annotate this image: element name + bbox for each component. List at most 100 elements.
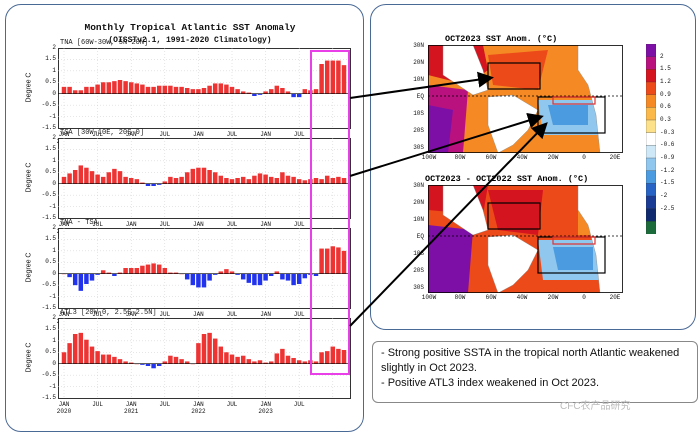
bar [89, 86, 95, 94]
bar [341, 350, 347, 364]
x-tick: JUL [226, 221, 238, 228]
anomaly-region [428, 225, 473, 293]
bar [324, 351, 330, 364]
lon-label: 0 [582, 294, 586, 301]
bar [280, 273, 285, 280]
bar [61, 86, 67, 94]
bar [229, 86, 235, 94]
bar [106, 272, 112, 274]
lat-label: 10N [413, 216, 424, 223]
x-tick: JUL [92, 221, 103, 228]
colorbar-label: -0.3 [660, 128, 675, 136]
bar [168, 85, 173, 94]
lat-label: 10S [413, 110, 424, 117]
bar [285, 273, 291, 281]
series-label: TNA - TSA [60, 219, 98, 227]
bar [240, 273, 246, 280]
colorbar-label: 1.5 [660, 65, 671, 73]
bar [67, 273, 72, 278]
y-tick: -1 [48, 292, 56, 300]
bar [201, 334, 207, 364]
bar [156, 363, 162, 366]
colorbar-label: -0.9 [660, 154, 675, 161]
bar [168, 355, 173, 364]
bar [78, 273, 84, 291]
bar [291, 176, 296, 184]
colorbar-segment [646, 170, 656, 184]
colorbar-label: -1.5 [660, 179, 675, 187]
bar [336, 176, 341, 184]
y-tick: 2 [52, 314, 56, 321]
bar [274, 178, 280, 184]
colorbar-segment [646, 119, 656, 134]
bar [151, 363, 156, 369]
bar [296, 179, 302, 184]
bar [302, 361, 308, 364]
bar [72, 170, 78, 184]
bar [218, 175, 224, 184]
x-tick: JUL [226, 131, 238, 138]
bar-chart-3 [58, 318, 351, 399]
bar [78, 90, 84, 94]
y-tick: -0.5 [41, 281, 56, 289]
bar [280, 348, 285, 364]
bar [268, 176, 274, 184]
colorbar-segment [646, 81, 656, 96]
bar [302, 89, 308, 94]
bar [61, 352, 67, 364]
bar [324, 175, 330, 184]
bar [235, 273, 240, 275]
bar [117, 80, 123, 94]
bar [123, 81, 128, 94]
colorbar [646, 44, 656, 234]
bar [179, 176, 184, 184]
y-tick: 0.5 [45, 168, 56, 176]
bar [280, 172, 285, 184]
colorbar-segment [646, 69, 656, 83]
bar-chart-2 [58, 228, 351, 309]
bar [207, 332, 212, 364]
bar [140, 182, 145, 184]
lat-label: 10S [413, 250, 424, 257]
bar [145, 183, 151, 186]
x-tick: JUL [293, 401, 305, 408]
bar [252, 175, 257, 184]
y-tick: 1.5 [45, 235, 56, 243]
bar [162, 361, 168, 364]
bar [302, 180, 308, 184]
bar [235, 356, 240, 364]
bar [224, 352, 229, 364]
bar [72, 334, 78, 364]
bar [224, 84, 229, 94]
bar [179, 359, 184, 364]
y-tick: -1.5 [41, 214, 56, 221]
bar [106, 82, 112, 94]
bar [201, 273, 207, 288]
x-tick: JUL [159, 131, 171, 138]
y-tick: -1.5 [41, 304, 56, 311]
lat-label: 20N [413, 59, 424, 66]
bar [145, 86, 151, 94]
bar [184, 88, 190, 94]
lon-label: 100W [421, 154, 437, 161]
bar [112, 81, 117, 94]
bar [162, 268, 168, 274]
bar [268, 361, 274, 364]
colorbar-label: 2 [660, 52, 664, 60]
y-tick: 1 [52, 246, 56, 254]
lat-label: 30N [413, 42, 424, 49]
anomaly-region [488, 50, 548, 90]
colorbar-segment [646, 157, 656, 172]
bar [263, 273, 268, 281]
lon-label: 80W [454, 294, 466, 301]
bar [280, 88, 285, 94]
bar [218, 271, 224, 274]
bar [319, 248, 324, 274]
bar [95, 351, 100, 364]
bar [134, 268, 140, 274]
bar [246, 179, 252, 184]
bar [274, 85, 280, 94]
x-tick: JUL [293, 131, 305, 138]
bar [330, 178, 336, 184]
